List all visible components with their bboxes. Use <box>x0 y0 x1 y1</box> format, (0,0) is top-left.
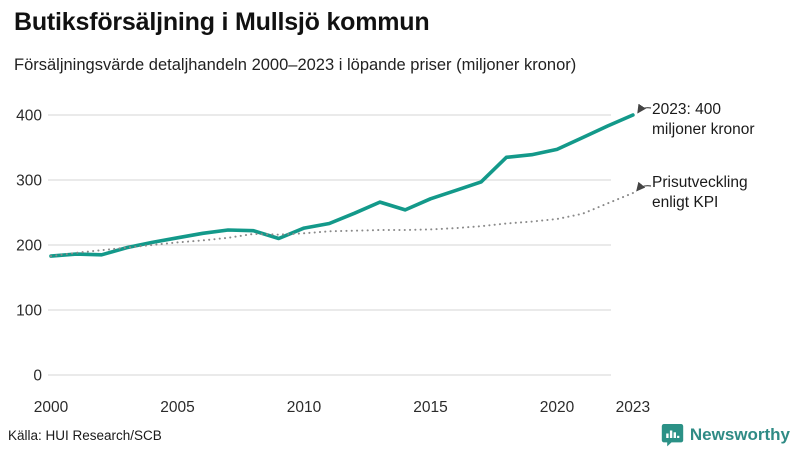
x-tick-2010: 2010 <box>287 399 322 416</box>
y-tick-0: 0 <box>33 368 42 385</box>
x-tick-2020: 2020 <box>540 399 575 416</box>
data-series-lines <box>49 113 635 258</box>
y-tick-100: 100 <box>16 303 42 320</box>
page-title: Butiksförsäljning i Mullsjö kommun <box>14 8 430 36</box>
arrow-to-kpi-line-icon <box>636 181 652 192</box>
x-axis-tick-labels: 2000 2005 2010 2015 2020 2023 <box>34 399 650 416</box>
y-tick-400: 400 <box>16 108 42 125</box>
annotation-kpi-line1: Prisutveckling <box>652 174 748 191</box>
brand-name: Newsworthy <box>689 425 790 444</box>
x-tick-2023: 2023 <box>616 399 650 416</box>
y-tick-300: 300 <box>16 173 42 190</box>
x-tick-2015: 2015 <box>413 399 447 416</box>
kpi-dotted-line <box>50 192 634 258</box>
annotation-arrows <box>636 103 652 192</box>
y-axis-tick-labels: 0 100 200 300 400 <box>16 108 42 385</box>
x-tick-2000: 2000 <box>34 399 69 416</box>
x-tick-2005: 2005 <box>160 399 194 416</box>
sales-line <box>49 113 635 258</box>
annotation-kpi-line2: enligt KPI <box>652 194 719 211</box>
arrow-to-sales-line-icon <box>637 103 652 114</box>
page-subtitle: Försäljningsvärde detaljhandeln 2000–202… <box>14 56 577 74</box>
source-text: Källa: HUI Research/SCB <box>8 428 162 443</box>
annotation-sales-line1: 2023: 400 <box>652 101 721 118</box>
annotation-sales-2023: 2023: 400 miljoner kronor <box>652 100 755 140</box>
newsworthy-logo[interactable]: Newsworthy <box>661 423 790 447</box>
annotation-kpi: Prisutveckling enligt KPI <box>652 173 748 213</box>
newsworthy-speech-bubble-bar-chart-icon <box>661 424 684 447</box>
annotation-sales-line2: miljoner kronor <box>652 121 755 138</box>
y-tick-200: 200 <box>16 238 42 255</box>
